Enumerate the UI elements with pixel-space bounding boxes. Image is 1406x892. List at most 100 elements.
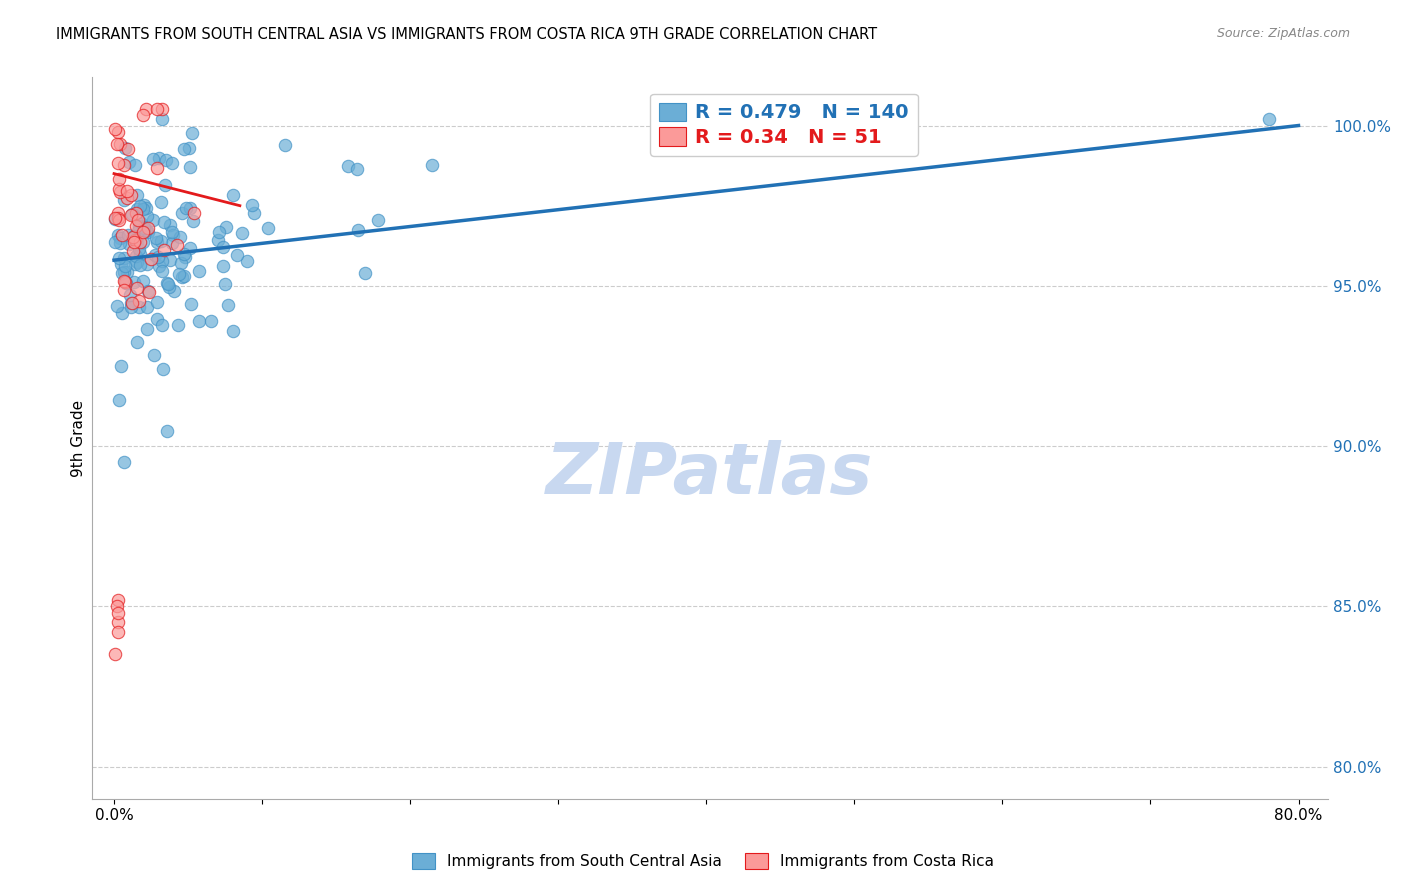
- Immigrants from Costa Rica: [146, 161, 169, 175]
- Immigrants from South Central Asia: [114, 140, 136, 154]
- Immigrants from South Central Asia: [108, 235, 131, 250]
- Immigrants from South Central Asia: [125, 235, 148, 249]
- Immigrants from South Central Asia: [173, 142, 195, 156]
- Immigrants from Costa Rica: [121, 230, 143, 244]
- Immigrants from South Central Asia: [132, 197, 155, 211]
- Immigrants from South Central Asia: [132, 220, 155, 235]
- Immigrants from South Central Asia: [240, 198, 263, 212]
- Immigrants from South Central Asia: [150, 318, 173, 332]
- Immigrants from South Central Asia: [124, 257, 146, 271]
- Immigrants from South Central Asia: [167, 318, 190, 332]
- Immigrants from South Central Asia: [180, 297, 202, 311]
- Immigrants from South Central Asia: [112, 194, 135, 208]
- Immigrants from South Central Asia: [146, 251, 169, 265]
- Immigrants from South Central Asia: [143, 248, 166, 262]
- Immigrants from Costa Rica: [122, 235, 145, 250]
- Immigrants from Costa Rica: [108, 185, 131, 199]
- Immigrants from South Central Asia: [256, 220, 278, 235]
- Immigrants from South Central Asia: [150, 112, 173, 127]
- Immigrants from Costa Rica: [120, 208, 142, 222]
- Immigrants from Costa Rica: [110, 228, 132, 243]
- Immigrants from Costa Rica: [153, 243, 176, 257]
- Immigrants from South Central Asia: [142, 152, 165, 166]
- Immigrants from South Central Asia: [132, 274, 155, 288]
- Immigrants from South Central Asia: [159, 252, 181, 267]
- Immigrants from South Central Asia: [160, 156, 183, 170]
- Immigrants from South Central Asia: [157, 280, 180, 294]
- Immigrants from Costa Rica: [107, 125, 129, 139]
- Immigrants from South Central Asia: [769, 125, 792, 139]
- Immigrants from South Central Asia: [129, 199, 152, 213]
- Immigrants from South Central Asia: [367, 212, 389, 227]
- Immigrants from South Central Asia: [215, 219, 238, 234]
- Immigrants from Costa Rica: [105, 599, 128, 614]
- Immigrants from South Central Asia: [135, 223, 157, 237]
- Immigrants from South Central Asia: [274, 137, 297, 152]
- Immigrants from South Central Asia: [128, 219, 150, 234]
- Immigrants from South Central Asia: [169, 256, 191, 270]
- Immigrants from South Central Asia: [149, 235, 172, 249]
- Immigrants from South Central Asia: [148, 152, 170, 166]
- Immigrants from Costa Rica: [107, 171, 129, 186]
- Immigrants from Costa Rica: [120, 187, 142, 202]
- Immigrants from South Central Asia: [231, 227, 253, 241]
- Immigrants from South Central Asia: [114, 259, 136, 273]
- Immigrants from Costa Rica: [138, 285, 160, 299]
- Immigrants from South Central Asia: [179, 241, 201, 255]
- Immigrants from South Central Asia: [346, 223, 368, 237]
- Immigrants from South Central Asia: [129, 247, 152, 261]
- Immigrants from South Central Asia: [167, 268, 190, 282]
- Immigrants from South Central Asia: [117, 228, 139, 243]
- Immigrants from South Central Asia: [115, 277, 138, 291]
- Immigrants from Costa Rica: [107, 206, 129, 220]
- Immigrants from South Central Asia: [217, 298, 239, 312]
- Immigrants from South Central Asia: [124, 158, 146, 172]
- Immigrants from Costa Rica: [114, 275, 136, 289]
- Immigrants from Costa Rica: [112, 275, 135, 289]
- Immigrants from South Central Asia: [162, 225, 184, 239]
- Immigrants from South Central Asia: [152, 362, 174, 376]
- Immigrants from South Central Asia: [108, 393, 131, 408]
- Immigrants from South Central Asia: [120, 301, 142, 315]
- Immigrants from South Central Asia: [125, 202, 148, 217]
- Immigrants from South Central Asia: [132, 235, 155, 249]
- Immigrants from South Central Asia: [150, 195, 173, 210]
- Immigrants from South Central Asia: [110, 359, 132, 373]
- Immigrants from South Central Asia: [112, 265, 135, 279]
- Immigrants from South Central Asia: [173, 247, 195, 261]
- Immigrants from South Central Asia: [150, 254, 173, 268]
- Immigrants from South Central Asia: [188, 263, 211, 277]
- Immigrants from Costa Rica: [104, 648, 127, 662]
- Immigrants from Costa Rica: [104, 211, 127, 226]
- Immigrants from South Central Asia: [111, 266, 134, 280]
- Immigrants from South Central Asia: [128, 224, 150, 238]
- Immigrants from South Central Asia: [242, 206, 264, 220]
- Immigrants from South Central Asia: [122, 275, 145, 289]
- Immigrants from South Central Asia: [128, 242, 150, 256]
- Immigrants from South Central Asia: [208, 225, 231, 239]
- Immigrants from Costa Rica: [112, 158, 135, 172]
- Immigrants from Costa Rica: [112, 283, 135, 297]
- Immigrants from South Central Asia: [170, 270, 193, 285]
- Immigrants from South Central Asia: [235, 254, 257, 268]
- Immigrants from South Central Asia: [354, 267, 377, 281]
- Immigrants from Costa Rica: [135, 103, 157, 117]
- Immigrants from South Central Asia: [159, 218, 181, 232]
- Immigrants from South Central Asia: [222, 324, 245, 338]
- Immigrants from South Central Asia: [156, 424, 179, 438]
- Immigrants from South Central Asia: [135, 209, 157, 223]
- Immigrants from South Central Asia: [105, 299, 128, 313]
- Immigrants from Costa Rica: [128, 294, 150, 309]
- Immigrants from Costa Rica: [132, 225, 155, 239]
- Immigrants from South Central Asia: [121, 207, 143, 221]
- Immigrants from South Central Asia: [104, 235, 127, 250]
- Immigrants from Costa Rica: [108, 212, 131, 227]
- Immigrants from South Central Asia: [125, 233, 148, 247]
- Immigrants from South Central Asia: [112, 455, 135, 469]
- Immigrants from South Central Asia: [143, 348, 166, 362]
- Immigrants from Costa Rica: [107, 156, 129, 170]
- Immigrants from Costa Rica: [108, 182, 131, 196]
- Immigrants from Costa Rica: [110, 137, 132, 152]
- Immigrants from South Central Asia: [172, 206, 194, 220]
- Immigrants from South Central Asia: [136, 322, 159, 336]
